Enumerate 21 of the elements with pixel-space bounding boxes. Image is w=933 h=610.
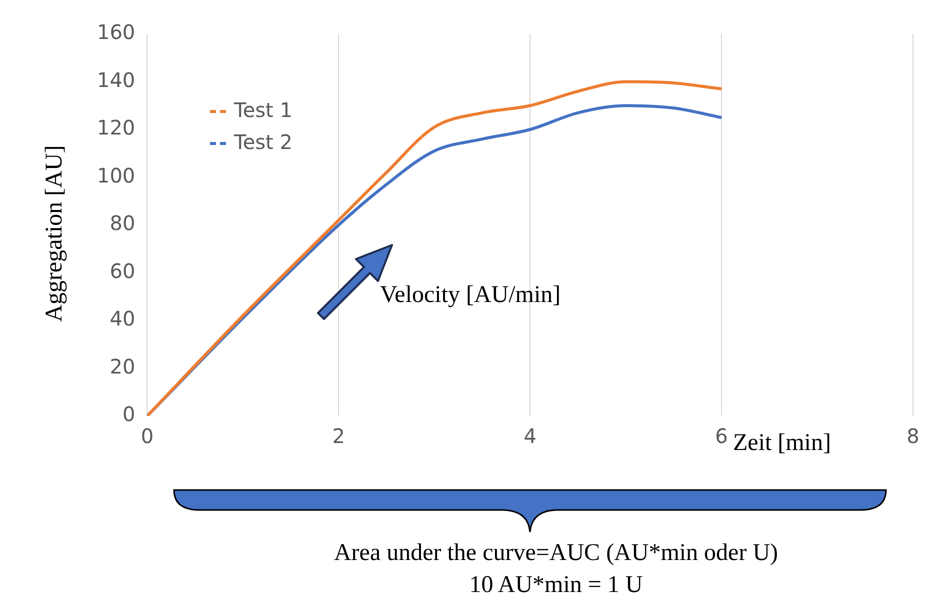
x-tick-label: 8 [906, 424, 920, 448]
y-tick-label: 140 [96, 68, 136, 92]
y-tick-label: 160 [96, 20, 136, 44]
annotation: Velocity [AU/min] [380, 282, 561, 309]
y-axis-title: Aggregation [AU] [42, 144, 68, 324]
y-tick-label: 120 [96, 116, 136, 140]
x-tick-label: 2 [332, 424, 345, 448]
x-tick-label: 4 [524, 424, 536, 448]
y-tick-label: 60 [110, 258, 136, 283]
y-tick-label: 80 [110, 211, 136, 236]
x-tick-label: 6 [715, 424, 728, 448]
legend-label: Test 2 [233, 130, 292, 154]
y-tick-label: 40 [110, 306, 136, 331]
y-tick-label: 100 [96, 163, 136, 188]
legend-label: Test 1 [233, 98, 292, 122]
x-tick-label: 0 [140, 424, 154, 448]
y-tick-label: 20 [110, 354, 136, 378]
text: Area under the curve=AUC (AU*min oder U) [332, 540, 780, 567]
text: 10 AU*min = 1 U [468, 572, 644, 599]
x-axis-title: Zeit [min] [733, 430, 831, 457]
y-tick-label: 0 [122, 402, 136, 426]
